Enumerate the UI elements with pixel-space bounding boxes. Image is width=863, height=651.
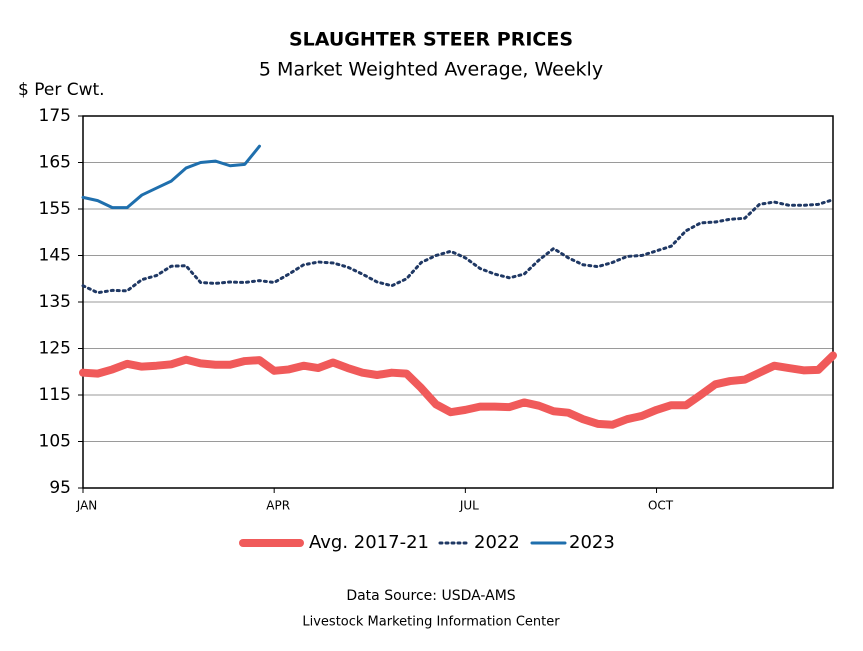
x-tick-label: APR	[266, 499, 290, 513]
series-line	[79, 351, 837, 429]
y-tick-label: 135	[39, 292, 71, 312]
y-tick-label: 95	[49, 478, 71, 498]
x-tick-label: OCT	[648, 499, 674, 513]
credit-note: Livestock Marketing Information Center	[302, 615, 560, 630]
y-tick-label: 155	[39, 199, 71, 219]
legend-label: Avg. 2017-21	[309, 532, 429, 553]
legend-label: 2022	[474, 532, 520, 553]
y-tick-label: 105	[39, 432, 71, 452]
y-tick-label: 165	[39, 153, 71, 173]
series-line	[81, 198, 835, 295]
plot-frame	[82, 115, 834, 489]
y-tick-label: 145	[39, 246, 71, 266]
source-note: Data Source: USDA-AMS	[346, 588, 515, 604]
legend-label: 2023	[569, 532, 615, 553]
y-tick-label: 175	[39, 106, 71, 126]
chart-subtitle: 5 Market Weighted Average, Weekly	[259, 59, 603, 81]
y-axis-label: $ Per Cwt.	[18, 80, 105, 100]
x-tick-label: JUL	[459, 499, 479, 513]
y-tick-label: 115	[39, 385, 71, 405]
x-tick-label: JAN	[76, 499, 98, 513]
chart-title: SLAUGHTER STEER PRICES	[289, 29, 573, 51]
series-line	[81, 144, 261, 210]
y-tick-label: 125	[39, 339, 71, 359]
